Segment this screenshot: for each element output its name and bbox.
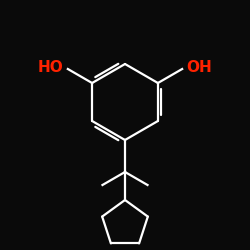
Text: OH: OH: [186, 60, 212, 76]
Text: HO: HO: [38, 60, 64, 76]
